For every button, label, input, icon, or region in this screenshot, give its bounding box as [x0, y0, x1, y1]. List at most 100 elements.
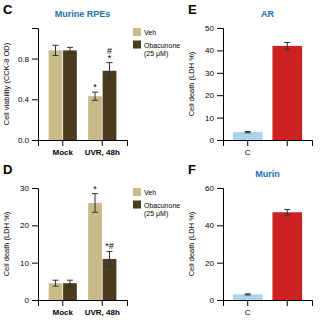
- y-tick-label: 30: [20, 184, 29, 193]
- y-tick: 60: [205, 184, 223, 193]
- y-tick-mark: [217, 118, 223, 119]
- y-tick: 30: [205, 69, 223, 78]
- legend-label: Obacunone(25 μM): [144, 42, 180, 59]
- error-bar: [92, 194, 98, 213]
- error-bar-cap: [245, 293, 251, 294]
- text-line: Veh: [144, 29, 156, 36]
- y-tick-mark: [32, 225, 38, 226]
- error-bar-cap: [284, 42, 290, 43]
- y-tick-mark: [217, 28, 223, 29]
- bar: [63, 283, 77, 300]
- y-axis-title: Cell death (LDH %): [2, 211, 11, 276]
- bar: [233, 294, 263, 300]
- y-tick-label: 0.4: [18, 95, 30, 104]
- y-tick-label: 10: [205, 114, 214, 123]
- error-bar: [67, 280, 73, 286]
- error-bar-cap: [52, 286, 58, 287]
- x-tick-mark: [247, 300, 248, 306]
- y-tick: 20: [205, 91, 223, 100]
- marks: [49, 45, 117, 140]
- x-tick: [287, 300, 288, 306]
- bar: [272, 212, 302, 300]
- x-tick-mark: [287, 300, 288, 306]
- y-tick-mark: [217, 225, 223, 226]
- annotation: *: [93, 82, 97, 92]
- y-tick: 30: [20, 184, 38, 193]
- y-axis-line: [217, 189, 224, 301]
- legend: Veh Obacunone(25 μM): [133, 28, 180, 58]
- panel: C0204060MurinCell death (LDH %)F: [187, 162, 313, 317]
- x-axis-line: [224, 301, 313, 307]
- x-axis: C: [224, 300, 313, 317]
- title: Murine RPEs: [55, 9, 111, 19]
- panel: MockUVR, 48h0.00.40.8Murine RPEsCell via…: [2, 2, 180, 157]
- panel: MockUVR, 48h0102030Cell death (LDH %)D**…: [2, 162, 180, 317]
- x-tick-label: C: [245, 308, 251, 317]
- error-bar-stem: [95, 194, 96, 213]
- y-tick-label: 30: [205, 69, 214, 78]
- error-bar-cap: [245, 131, 251, 132]
- marks: [233, 43, 302, 140]
- y-tick-mark: [217, 300, 223, 301]
- text-line: *#: [105, 241, 114, 251]
- annotation: *: [93, 184, 97, 194]
- y-tick: 20: [205, 259, 223, 268]
- y-tick: 10: [20, 259, 38, 268]
- y-tick-mark: [217, 140, 223, 141]
- error-bar-cap: [52, 280, 58, 281]
- x-tick-mark: [102, 140, 103, 146]
- error-bar-cap: [107, 78, 113, 79]
- text-line: *: [93, 184, 97, 194]
- x-tick: UVR, 48h: [85, 300, 120, 317]
- y-axis: 0.00.40.8: [18, 29, 39, 146]
- y-tick-mark: [217, 50, 223, 51]
- y-tick-label: 0: [210, 136, 215, 145]
- y-tick-mark: [217, 73, 223, 74]
- panel-label: E: [188, 2, 197, 17]
- x-tick: Mock: [52, 300, 73, 317]
- error-bar: [67, 47, 73, 53]
- panel-label: D: [3, 162, 12, 177]
- error-bar-cap: [245, 294, 251, 295]
- text-line: Veh: [144, 189, 156, 196]
- bar: [63, 50, 77, 140]
- plot-area: MockUVR, 48h0.00.40.8: [18, 29, 128, 157]
- x-tick-label: C: [245, 148, 251, 157]
- error-bar-stem: [109, 251, 110, 266]
- error-bar-cap: [284, 49, 290, 50]
- x-axis: MockUVR, 48h: [39, 140, 128, 157]
- error-bar: [52, 45, 58, 55]
- y-tick: 50: [205, 24, 223, 33]
- text-line: *: [108, 53, 112, 63]
- x-axis-line: [224, 141, 313, 147]
- error-bar-stem: [109, 63, 110, 79]
- error-bar: [284, 43, 290, 50]
- error-bar-cap: [52, 55, 58, 56]
- error-bar-cap: [52, 45, 58, 46]
- panel-label: F: [188, 162, 196, 177]
- panel-label: C: [3, 2, 13, 17]
- error-bar-stem: [69, 47, 70, 53]
- error-bar: [92, 92, 98, 100]
- error-bar-stem: [55, 280, 56, 286]
- text-line: Obacunone: [144, 202, 180, 209]
- x-tick: UVR, 48h: [85, 140, 120, 157]
- error-bar-cap: [67, 286, 73, 287]
- bar: [88, 96, 102, 140]
- bar: [49, 50, 63, 140]
- legend-swatch: [133, 28, 141, 36]
- y-tick: 10: [205, 114, 223, 123]
- plot-area: C0204060: [205, 184, 312, 317]
- y-tick-mark: [32, 99, 38, 100]
- y-axis: 0 10 20 30 40 50: [205, 24, 223, 145]
- legend-label: Veh: [144, 29, 156, 36]
- legend: VehObacunone(25 μM): [133, 188, 180, 218]
- y-tick-label: 20: [205, 91, 214, 100]
- plot-area: MockUVR, 48h0102030: [20, 184, 127, 317]
- marks: [49, 194, 117, 300]
- x-tick-label: UVR, 48h: [85, 148, 120, 157]
- error-bar-stem: [95, 92, 96, 100]
- y-tick-label: 0: [210, 296, 215, 305]
- y-tick: 40: [205, 46, 223, 55]
- x-tick: [287, 140, 288, 146]
